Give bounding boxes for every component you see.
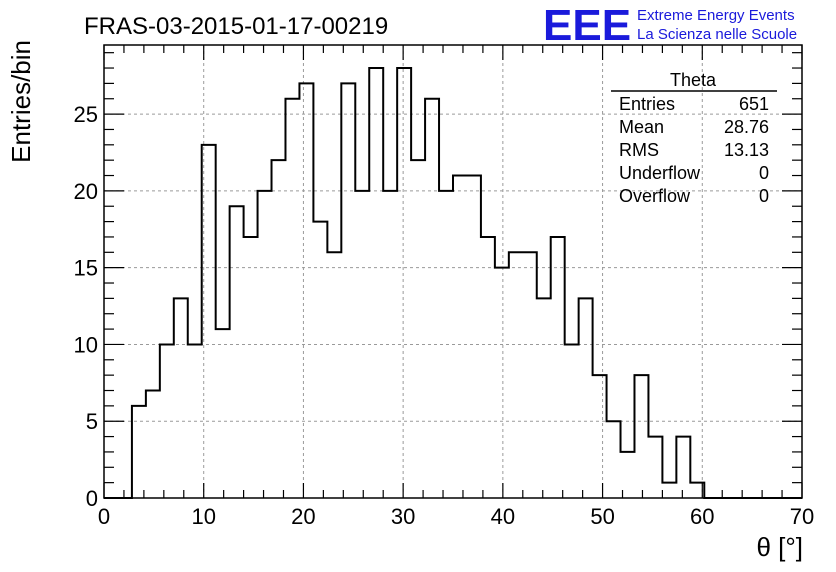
x-tick-label: 50	[590, 504, 614, 529]
stats-value-overflow: 0	[759, 186, 769, 206]
histogram-bin	[537, 298, 551, 498]
histogram-bin	[425, 99, 439, 498]
x-tick-label: 20	[291, 504, 315, 529]
histogram-bin	[551, 237, 565, 498]
eee-logo: EEE Extreme Energy Events La Scienza nel…	[543, 1, 797, 50]
histogram-bin	[411, 160, 425, 498]
y-tick-label: 15	[74, 256, 98, 281]
histogram-bin	[383, 191, 397, 498]
x-tick-label: 0	[98, 504, 110, 529]
histogram-bin	[313, 222, 327, 498]
stats-label-underflow: Underflow	[619, 163, 701, 183]
histogram-bin	[285, 99, 299, 498]
histogram-bin	[439, 191, 453, 498]
histogram-bin	[188, 344, 202, 498]
histogram-bin	[244, 237, 258, 498]
stats-value-entries: 651	[739, 94, 769, 114]
histogram-bin	[258, 191, 272, 498]
histogram-bin	[579, 298, 593, 498]
stats-rows: Entries 651 Mean 28.76 RMS 13.13 Underflow 0 Ove…	[619, 94, 769, 206]
histogram-bin	[467, 176, 481, 498]
histogram-bin	[523, 252, 537, 498]
x-tick-label: 40	[491, 504, 515, 529]
histogram-bin	[202, 145, 216, 498]
histogram-bin	[132, 406, 146, 498]
histogram-bin	[453, 176, 467, 498]
x-tick-label: 70	[790, 504, 814, 529]
histogram-bin	[299, 83, 313, 498]
y-axis-label: Entries/bin	[6, 40, 36, 163]
histogram-bin	[341, 83, 355, 498]
histogram-bin	[481, 237, 495, 498]
plot-frame-rect	[103, 44, 803, 499]
histogram-bin	[648, 437, 662, 498]
x-axis-label: θ [°]	[756, 532, 803, 562]
histogram-bin	[676, 437, 690, 498]
histogram-bin	[397, 68, 411, 498]
histogram-bin	[160, 344, 174, 498]
stats-box-name: Theta	[670, 70, 717, 90]
histogram-bin	[565, 344, 579, 498]
histogram-bin	[662, 483, 676, 498]
histogram-bin	[369, 68, 383, 498]
y-tick-label: 20	[74, 179, 98, 204]
stats-value-mean: 28.76	[724, 117, 769, 137]
chart-title: FRAS-03-2015-01-17-00219	[84, 13, 388, 40]
histogram-bars	[104, 67, 802, 499]
stats-label-mean: Mean	[619, 117, 664, 137]
histogram-bin	[607, 421, 621, 498]
x-tick-label: 30	[391, 504, 415, 529]
stats-value-underflow: 0	[759, 163, 769, 183]
y-tick-label: 5	[86, 409, 98, 434]
histogram-bin	[593, 375, 607, 498]
y-tick-label: 10	[74, 332, 98, 357]
histogram-bin	[146, 391, 160, 498]
histogram-bin	[495, 268, 509, 498]
histogram-bin	[230, 206, 244, 498]
histogram-bin	[174, 298, 188, 498]
histogram-outline	[104, 67, 802, 499]
histogram-bin	[327, 252, 341, 498]
eee-logo-line1: Extreme Energy Events	[637, 7, 795, 24]
axis-ticks	[103, 45, 803, 499]
stats-box: Theta Entries 651 Mean 28.76 RMS 13.13 Underfl…	[611, 70, 777, 206]
stats-label-entries: Entries	[619, 94, 675, 114]
tick-labels: 0 10 20 30 40 50 60 70 0 5 10 15 20 25	[74, 102, 815, 529]
histogram-bin	[216, 329, 230, 498]
stats-label-overflow: Overflow	[619, 186, 691, 206]
stats-value-rms: 13.13	[724, 140, 769, 160]
x-tick-label: 60	[690, 504, 714, 529]
histogram-bin	[509, 252, 523, 498]
x-tick-label: 10	[191, 504, 215, 529]
histogram-bin	[634, 375, 648, 498]
histogram-bin	[355, 191, 369, 498]
plot-frame	[103, 44, 803, 499]
y-tick-label: 25	[74, 102, 98, 127]
histogram-bin	[272, 160, 286, 498]
stats-label-rms: RMS	[619, 140, 659, 160]
y-tick-label: 0	[86, 486, 98, 511]
eee-logo-mark: EEE	[543, 1, 631, 50]
eee-logo-line2: La Scienza nelle Scuole	[637, 26, 797, 43]
